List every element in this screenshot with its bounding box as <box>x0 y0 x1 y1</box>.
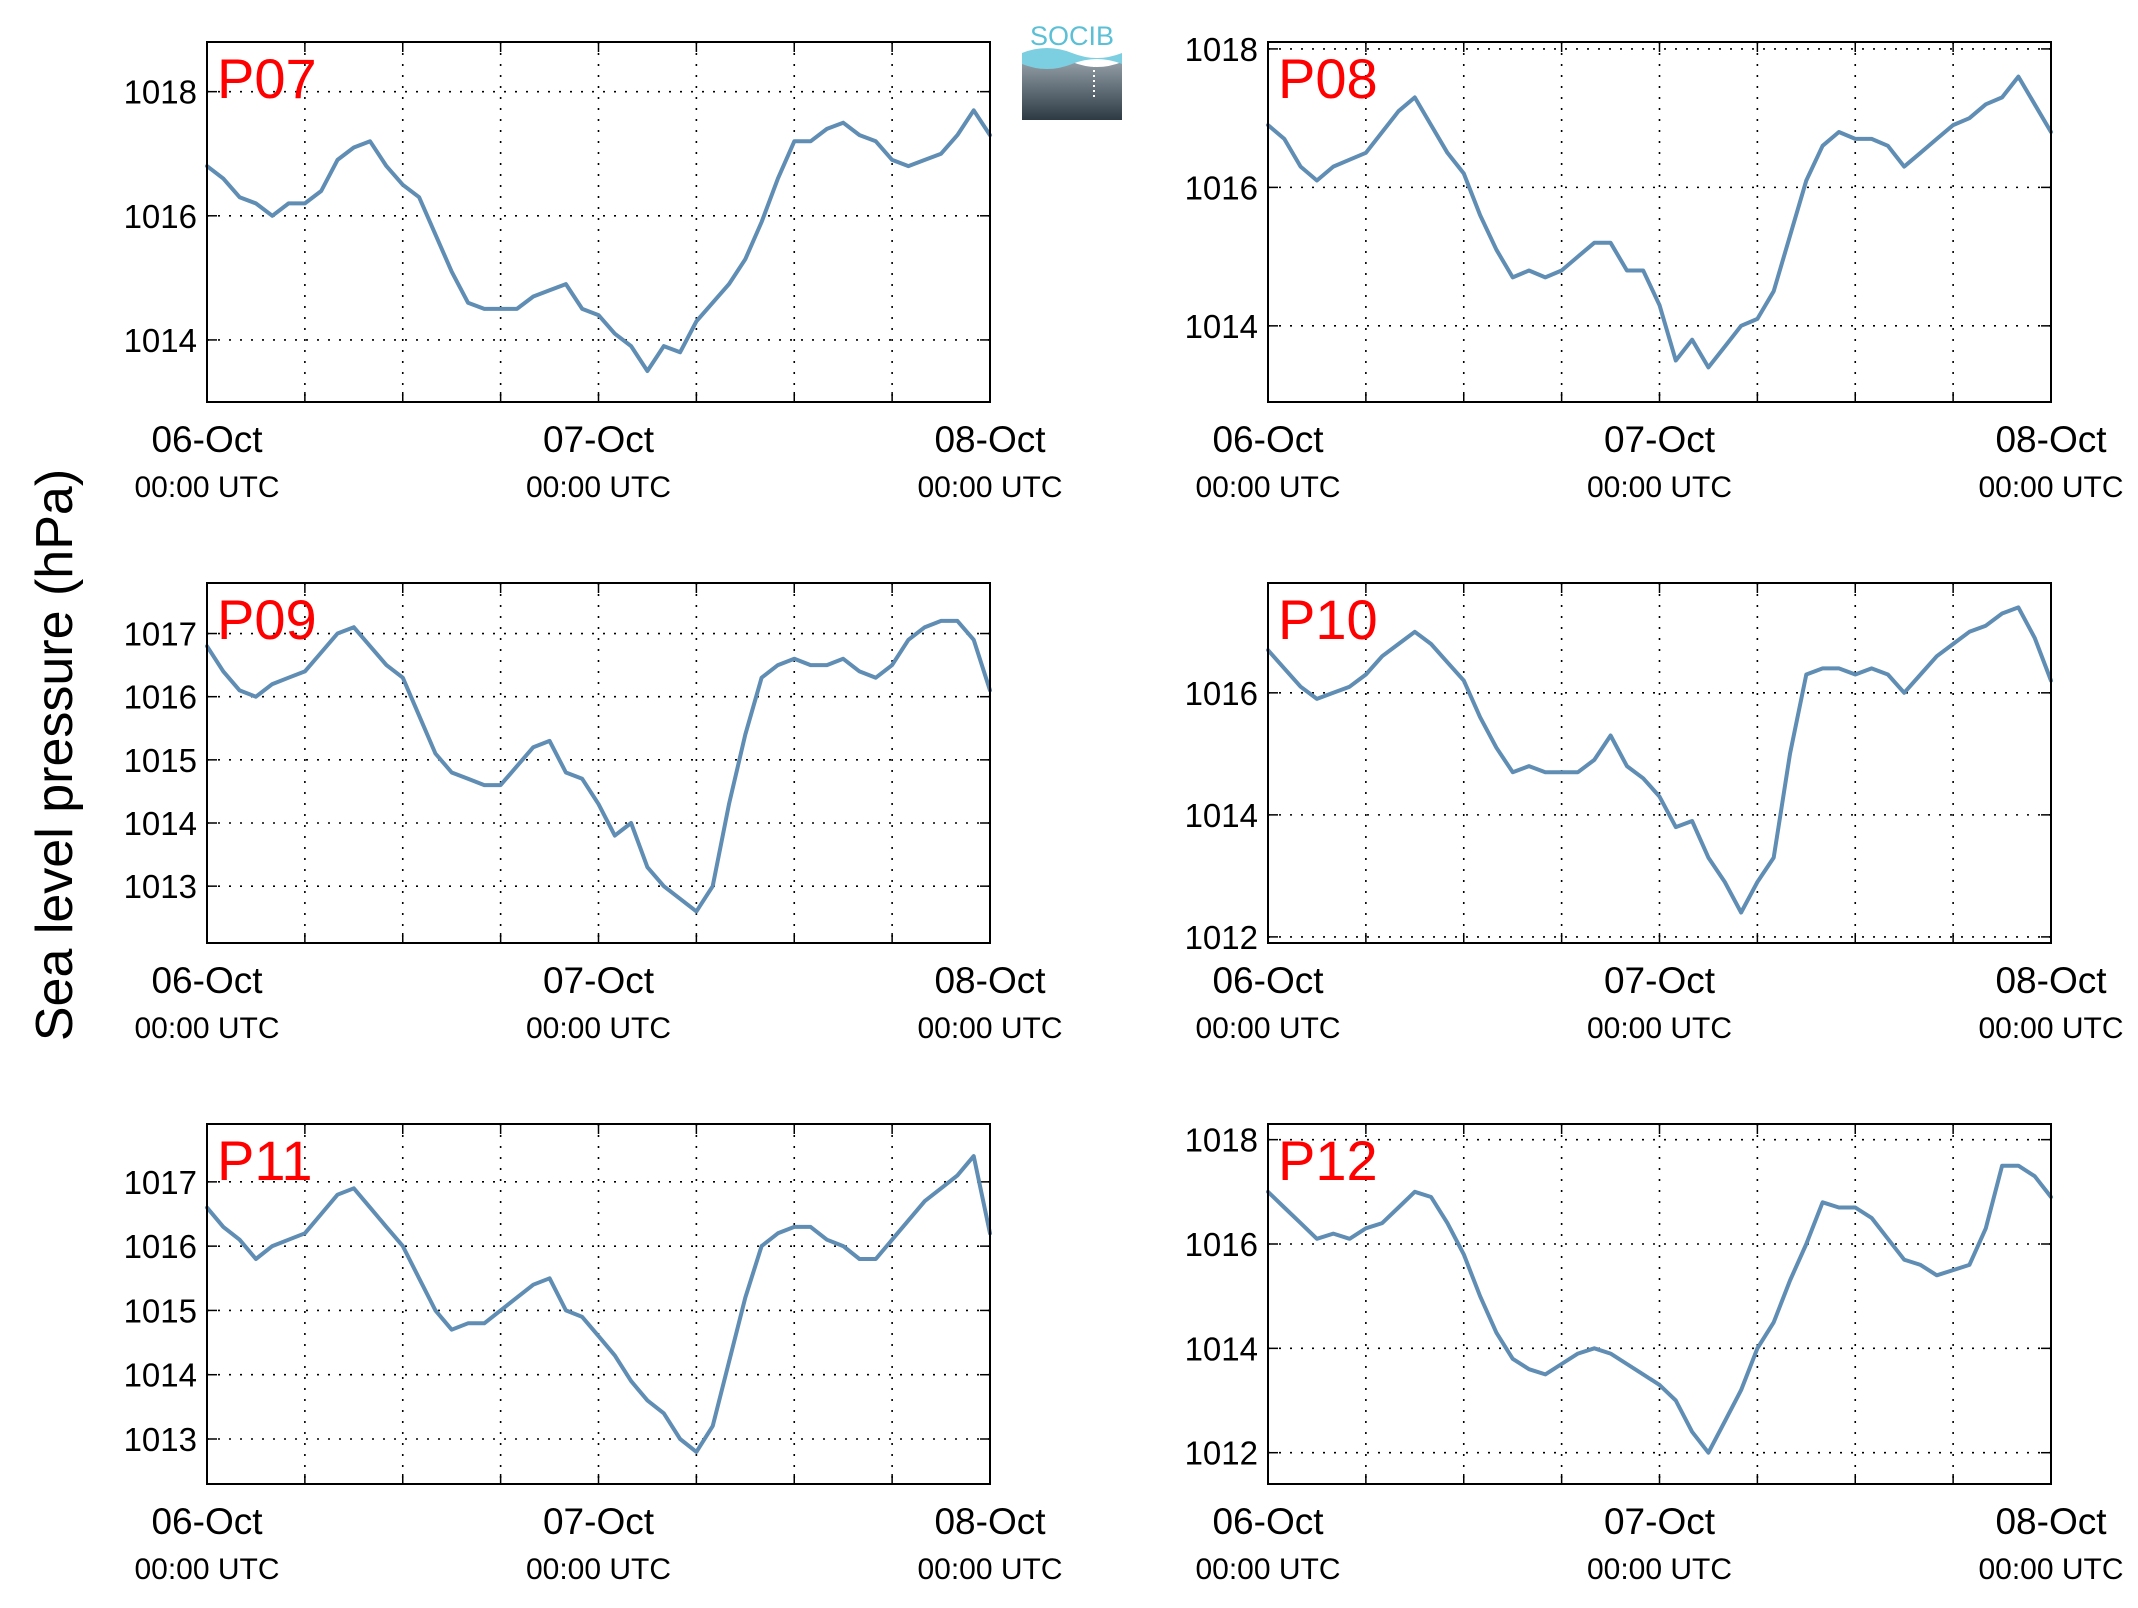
plot-frame <box>206 41 991 403</box>
y-tick-label: 1016 <box>124 1228 197 1265</box>
x-tick-label-time: 00:00 UTC <box>1587 1553 1732 1586</box>
y-tick-label: 1017 <box>124 1164 197 1201</box>
series-line-p07 <box>205 108 992 373</box>
x-tick-label-time: 00:00 UTC <box>526 471 671 504</box>
socib-logo: SOCIB <box>1022 20 1122 120</box>
x-tick-label-date: 08-Oct <box>1995 1501 2107 1542</box>
x-tick-label-date: 08-Oct <box>934 960 1046 1001</box>
x-tick-label-time: 00:00 UTC <box>134 1553 279 1586</box>
y-tick-label: 1016 <box>124 198 197 235</box>
plot-frame <box>1267 1123 2052 1485</box>
y-tick-label: 1014 <box>1185 797 1258 834</box>
y-tick-label: 1016 <box>1185 1226 1258 1263</box>
x-tick-label-date: 06-Oct <box>1212 960 1324 1001</box>
panel-p09: 1013 1014 1015 1016 1017 P09 06-Oct 00:00 UTC 07… <box>124 582 1063 1045</box>
plot-frame <box>1267 41 2052 403</box>
y-tick-label: 1015 <box>124 1292 197 1329</box>
x-tick-label-date: 08-Oct <box>1995 960 2107 1001</box>
panel-label: P07 <box>217 47 317 110</box>
x-tick-label-time: 00:00 UTC <box>526 1012 671 1045</box>
x-tick-label-time: 00:00 UTC <box>917 1553 1062 1586</box>
x-tick-label-time: 00:00 UTC <box>1978 471 2123 504</box>
panel-p08: 1014 1016 1018 P08 06-Oct 00:00 UTC 07-Oct 00:0… <box>1185 31 2124 504</box>
panel-p10: 1012 1014 1016 P10 06-Oct 00:00 UTC 07-Oct 00:0… <box>1185 582 2124 1045</box>
x-tick-label-date: 06-Oct <box>151 1501 263 1542</box>
y-axis-label: Sea level pressure (hPa) <box>26 469 84 1041</box>
y-tick-label: 1014 <box>1185 1330 1258 1367</box>
logo-wave <box>1022 57 1122 120</box>
x-tick-label-date: 06-Oct <box>151 960 263 1001</box>
x-tick-label-time: 00:00 UTC <box>1195 1553 1340 1586</box>
x-tick-label-date: 06-Oct <box>151 419 263 460</box>
series-line-p12 <box>1266 1163 2053 1455</box>
x-tick-label-date: 08-Oct <box>934 1501 1046 1542</box>
y-tick-label: 1015 <box>124 742 197 779</box>
x-tick-label-time: 00:00 UTC <box>1195 471 1340 504</box>
series-line-p08 <box>1266 74 2053 370</box>
series-line-p11 <box>205 1154 992 1454</box>
panel-p12: 1012 1014 1016 1018 P12 06-Oct 00:00 UTC 07-Oct… <box>1185 1122 2124 1586</box>
x-tick-label-date: 07-Oct <box>1604 960 1716 1001</box>
x-tick-label-time: 00:00 UTC <box>1978 1553 2123 1586</box>
y-tick-label: 1016 <box>1185 675 1258 712</box>
panel-label: P10 <box>1278 588 1378 651</box>
chart-panels: 1014 1016 1018 P07 06-Oct 00:00 UTC 07-Oct 00:0… <box>124 31 2124 1586</box>
x-tick-label-time: 00:00 UTC <box>1978 1012 2123 1045</box>
x-tick-label-time: 00:00 UTC <box>1587 471 1732 504</box>
x-tick-label-time: 00:00 UTC <box>1195 1012 1340 1045</box>
y-tick-label: 1018 <box>124 74 197 111</box>
series-line-p09 <box>205 618 992 914</box>
x-tick-label-date: 08-Oct <box>1995 419 2107 460</box>
panel-label: P09 <box>217 588 317 651</box>
y-tick-label: 1016 <box>1185 169 1258 206</box>
panel-p07: 1014 1016 1018 P07 06-Oct 00:00 UTC 07-Oct 00:0… <box>124 41 1063 504</box>
y-tick-label: 1014 <box>124 1357 197 1394</box>
x-tick-label-date: 07-Oct <box>1604 419 1716 460</box>
plot-frame <box>206 1123 991 1485</box>
series-line-p10 <box>1266 605 2053 915</box>
x-tick-label-time: 00:00 UTC <box>1587 1012 1732 1045</box>
x-tick-label-date: 07-Oct <box>543 419 655 460</box>
y-tick-label: 1014 <box>1185 308 1258 345</box>
x-tick-label-date: 07-Oct <box>1604 1501 1716 1542</box>
y-tick-label: 1012 <box>1185 1435 1258 1472</box>
y-tick-label: 1018 <box>1185 31 1258 68</box>
x-tick-label-time: 00:00 UTC <box>526 1553 671 1586</box>
y-tick-label: 1014 <box>124 322 197 359</box>
plot-frame <box>1267 582 2052 944</box>
x-tick-label-date: 08-Oct <box>934 419 1046 460</box>
y-tick-label: 1016 <box>124 679 197 716</box>
x-tick-label-date: 06-Oct <box>1212 419 1324 460</box>
y-tick-label: 1017 <box>124 616 197 653</box>
panel-label: P08 <box>1278 47 1378 110</box>
plot-frame <box>206 582 991 944</box>
x-tick-label-date: 06-Oct <box>1212 1501 1324 1542</box>
y-tick-label: 1012 <box>1185 919 1258 956</box>
panel-label: P11 <box>217 1129 312 1192</box>
y-tick-label: 1013 <box>124 868 197 905</box>
x-tick-label-date: 07-Oct <box>543 960 655 1001</box>
y-tick-label: 1018 <box>1185 1122 1258 1159</box>
x-tick-label-time: 00:00 UTC <box>134 1012 279 1045</box>
x-tick-label-date: 07-Oct <box>543 1501 655 1542</box>
x-tick-label-time: 00:00 UTC <box>134 471 279 504</box>
y-tick-label: 1014 <box>124 805 197 842</box>
panel-p11: 1013 1014 1015 1016 1017 P11 06-Oct 00:00 UTC 07… <box>124 1123 1063 1586</box>
panel-label: P12 <box>1278 1129 1378 1192</box>
y-tick-label: 1013 <box>124 1421 197 1458</box>
x-tick-label-time: 00:00 UTC <box>917 471 1062 504</box>
logo-text: SOCIB <box>1030 21 1114 51</box>
x-tick-label-time: 00:00 UTC <box>917 1012 1062 1045</box>
